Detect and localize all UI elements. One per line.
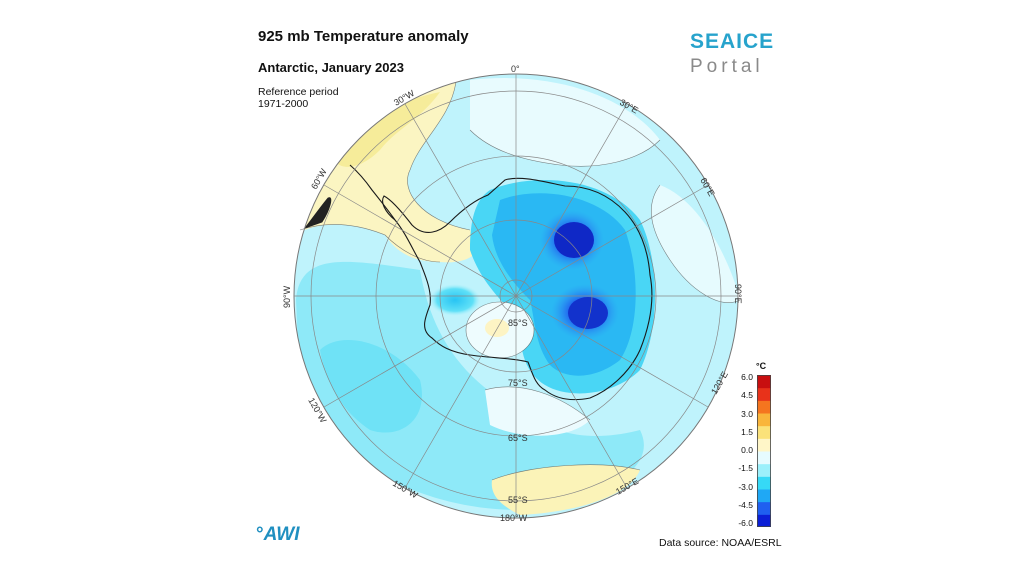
antarctica-coastline: [382, 177, 653, 401]
lon-label-180w: 180°W: [500, 513, 528, 523]
map-subtitle: Antarctic, January 2023: [258, 60, 404, 75]
colorbar-tick-label: 6.0: [741, 372, 753, 382]
colorbar-segment: [757, 425, 771, 439]
colorbar: [757, 375, 771, 527]
field-cyan-weddell: [429, 284, 481, 316]
field-yellow-nw-core: [330, 92, 440, 167]
field-yellow-nw: [300, 82, 479, 263]
south-america-tip: [303, 197, 332, 229]
graticule: [293, 73, 739, 519]
colorbar-tick-label: -6.0: [738, 518, 753, 528]
field-cyan-west: [320, 340, 422, 433]
field-pole-yellow: [485, 319, 509, 337]
reference-period-years: 1971-2000: [258, 98, 309, 110]
lon-label-90e: 90°E: [733, 284, 743, 304]
colorbar-tick-label: -4.5: [738, 499, 753, 510]
awi-logo-mark: °: [256, 524, 264, 545]
colorbar-segment: [757, 514, 771, 527]
colorbar-tick-label: -3.0: [738, 481, 753, 492]
lat-label-75s: 75°S: [508, 378, 528, 388]
colorbar-segment: [757, 489, 771, 503]
brand-name-secondary: Portal: [690, 56, 764, 77]
colorbar-tick-label: 4.5: [741, 390, 753, 401]
field-core-south-inner: [568, 297, 608, 329]
lat-label-85s: 85°S: [508, 318, 528, 328]
data-source: Data source: NOAA/ESRL: [659, 537, 782, 549]
field-pale-east: [651, 185, 738, 303]
colorbar-segment: [757, 476, 771, 490]
colorbar-unit: °C: [756, 361, 767, 371]
contour-lines: [299, 81, 741, 481]
latitude-labels: 55°S 65°S 75°S 85°S: [508, 318, 528, 505]
colorbar-tick-label: -1.5: [738, 463, 753, 474]
colorbar-segment: [757, 463, 771, 477]
map-title: 925 mb Temperature anomaly: [258, 28, 469, 45]
awi-logo-text: AWI: [263, 524, 300, 545]
colorbar-segment: [757, 451, 771, 465]
antarctic-peninsula: [349, 164, 396, 221]
field-pale-south: [485, 386, 590, 436]
colorbar-tick-label: 3.0: [741, 408, 753, 419]
awi-logo: °AWI: [256, 524, 300, 546]
lon-label-90w: 90°W: [282, 285, 292, 308]
colorbar-segment: [757, 387, 771, 401]
reference-period-label: Reference period: [258, 86, 339, 98]
colorbar-frame: [757, 375, 771, 527]
field-pale-north: [470, 78, 660, 167]
colorbar-tick-label: 0.0: [741, 445, 753, 455]
field-yellow-south: [491, 464, 640, 515]
field-core-north-inner: [554, 222, 594, 258]
colorbar-segment: [757, 501, 771, 515]
lon-label-0: 0°: [511, 64, 520, 74]
brand-name-primary: SEAICE: [690, 30, 775, 53]
lat-label-65s: 65°S: [508, 433, 528, 443]
colorbar-segment: [757, 375, 771, 389]
lat-label-55s: 55°S: [508, 495, 528, 505]
colorbar-segment: [757, 413, 771, 427]
colorbar-segment: [757, 438, 771, 452]
colorbar-segment: [757, 400, 771, 414]
colorbar-tick-label: 1.5: [741, 426, 753, 437]
field-lightcyan-west: [296, 261, 644, 510]
